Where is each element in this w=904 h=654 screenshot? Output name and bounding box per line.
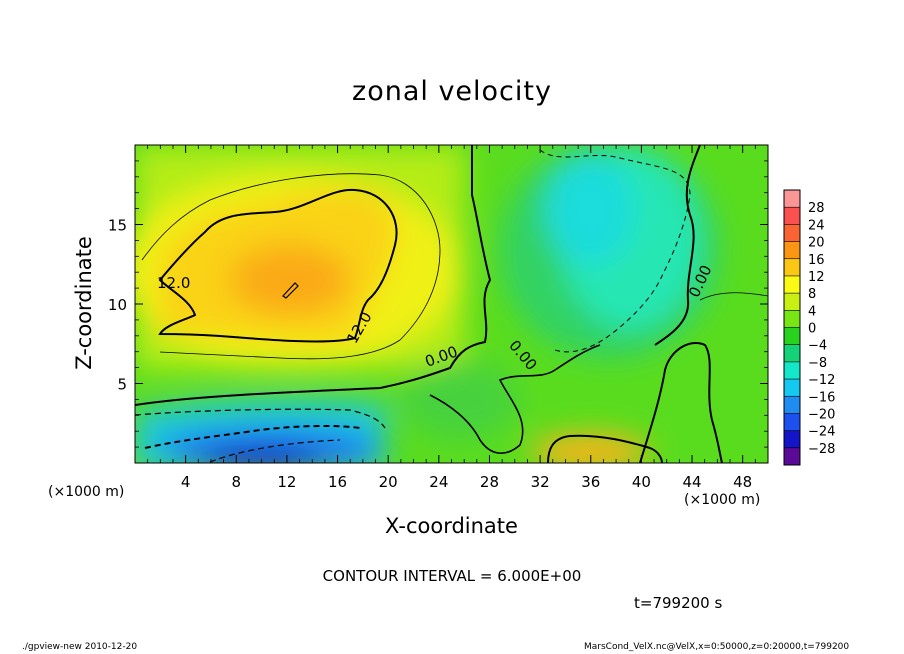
contour-zero-left (135, 145, 492, 406)
colorbar-swatch-4 (784, 379, 800, 397)
colorbar-label-1: −24 (808, 425, 835, 440)
time-label: t=799200 s (634, 594, 723, 612)
contour-label-12-left: 12.0 (157, 274, 190, 292)
x-tick-label-7: 32 (531, 473, 550, 491)
colorbar-swatch-2 (784, 413, 800, 431)
x-tick-label-6: 28 (480, 473, 499, 491)
contour-12-positive (158, 188, 398, 343)
contour-zero-middle (429, 344, 601, 454)
field-region-darkblue (200, 446, 320, 463)
contour-interval-note: CONTOUR INTERVAL = 6.000E+00 (322, 567, 582, 585)
colorbar-swatch-10 (784, 275, 800, 294)
field-region-orange-core (230, 245, 350, 315)
x-tick-label-0: 4 (181, 473, 191, 491)
contour-6-right (699, 292, 768, 301)
colorbar-swatch-7 (784, 327, 800, 345)
x-tick-label-4: 20 (379, 473, 398, 491)
footer-data-source: MarsCond_VelX.nc@VelX,x=0:50000,z=0:2000… (584, 642, 850, 652)
contour-18-positive (282, 282, 299, 299)
colorbar-label-2: −20 (808, 407, 835, 422)
colorbar-swatch-8 (784, 310, 800, 328)
colorbar-swatch-6 (784, 344, 800, 362)
x-tick-label-9: 40 (632, 473, 651, 491)
chart-title: zonal velocity (352, 76, 552, 107)
x-tick-label-10: 44 (682, 473, 701, 491)
colorbar-swatch-14 (784, 207, 800, 225)
x-axis-ticks: 4 8 12 16 20 24 28 32 36 40 44 48 (134, 145, 769, 491)
colorbar-swatch-1 (784, 430, 800, 448)
contour-neg18-bottom (209, 439, 341, 463)
contour-zero-right (654, 145, 701, 346)
colorbar-swatch-11 (784, 258, 800, 276)
colorbar-swatch-0 (784, 447, 800, 465)
y-tick-label-0: 5 (117, 376, 127, 394)
x-tick-label-11: 48 (733, 473, 752, 491)
x-tick-label-2: 12 (277, 473, 296, 491)
y-axis-label: Z-coordinate (72, 236, 96, 370)
x-axis-label: X-coordinate (385, 514, 518, 538)
colorbar-label-4: −12 (808, 373, 835, 388)
colorbar: −28 −24 −20 −16 −12 −8 −4 0 4 8 12 16 20 24 28 (783, 189, 835, 466)
colorbar-label-14: 28 (808, 201, 825, 216)
x-tick-label-3: 16 (328, 473, 347, 491)
colorbar-label-10: 12 (808, 270, 825, 285)
contour-6-positive (141, 173, 441, 360)
colorbar-label-9: 8 (808, 287, 816, 302)
contour-12-bottom (547, 434, 663, 463)
x-tick-label-8: 36 (581, 473, 600, 491)
colorbar-swatch-12 (784, 241, 800, 259)
colorbar-label-0: −28 (808, 442, 835, 457)
contour-neg12-bottom (144, 424, 361, 449)
velocity-field: 12.0 12.0 0.00 0.00 0.00 (135, 145, 768, 463)
colorbar-label-11: 16 (808, 253, 825, 268)
y-axis-ticks: 5 10 15 (108, 144, 768, 464)
y-tick-label-2: 15 (108, 217, 127, 235)
field-region-orange-bottom (530, 434, 650, 463)
contour-neg6-bottom (135, 408, 386, 429)
colorbar-swatch-15 (784, 190, 800, 208)
colorbar-label-12: 20 (808, 236, 825, 251)
y-axis-unit-note: (×1000 m) (48, 484, 125, 500)
y-tick-label-1: 10 (108, 296, 127, 314)
colorbar-label-3: −16 (808, 390, 835, 405)
colorbar-swatch-9 (784, 293, 800, 311)
colorbar-swatch-13 (784, 224, 800, 242)
x-tick-label-1: 8 (232, 473, 242, 491)
x-tick-label-5: 24 (429, 473, 448, 491)
colorbar-swatch-5 (784, 361, 800, 380)
contour-neg6-upper (539, 149, 691, 353)
field-region-green-mid (400, 360, 520, 440)
field-region-cyan (545, 155, 635, 265)
colorbar-label-6: −4 (808, 339, 827, 354)
contour-lines (135, 145, 768, 463)
colorbar-label-5: −8 (808, 356, 827, 371)
contour-zero-lower-right (639, 342, 723, 463)
colorbar-label-13: 24 (808, 218, 825, 233)
footer-program-info: ./gpview-new 2010-12-20 (22, 642, 138, 652)
colorbar-label-7: 0 (808, 322, 816, 337)
colorbar-label-8: 4 (808, 304, 816, 319)
colorbar-swatch-3 (784, 396, 800, 414)
x-axis-unit-note: (×1000 m) (684, 492, 761, 508)
